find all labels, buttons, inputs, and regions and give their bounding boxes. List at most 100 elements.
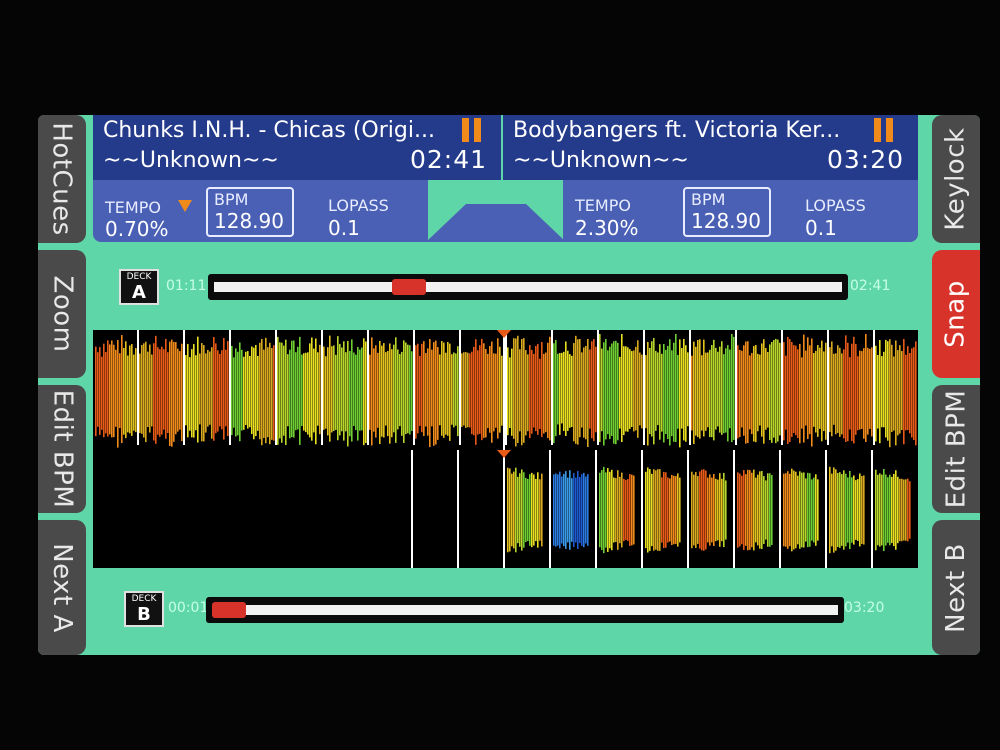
waveform-a-bar: [173, 341, 175, 442]
next-a-button[interactable]: Next A: [38, 520, 86, 655]
deck-b-position-thumb[interactable]: [212, 602, 246, 618]
waveform-b-bar: [901, 478, 903, 542]
waveform-b-bar: [531, 472, 533, 548]
waveform-a-bar: [365, 341, 367, 444]
waveform-b-bar: [601, 470, 603, 550]
waveform-a-bar: [143, 343, 145, 438]
playhead-top-marker: [497, 330, 511, 338]
waveform-a-bar: [203, 345, 205, 442]
deck-a-position-bar[interactable]: [208, 274, 848, 300]
waveform-a-bar: [587, 338, 589, 447]
waveform-a-bar: [225, 349, 227, 427]
waveform-a-bar: [865, 334, 867, 442]
deck-a-tempo-value: 0.70%: [105, 217, 169, 241]
waveform-b-bar: [879, 473, 881, 547]
waveform-a-bar: [513, 338, 515, 439]
keylock-label: Keylock: [941, 127, 971, 231]
waveform-a-bar: [545, 352, 547, 433]
waveform-a-bar: [439, 354, 441, 426]
waveform-a-bar: [431, 349, 433, 427]
waveform-a-bar: [149, 344, 151, 433]
waveform-a-bar: [855, 343, 857, 435]
deck-a-bpm-box[interactable]: BPM 128.90: [206, 187, 294, 237]
waveform-a-bar: [343, 341, 345, 441]
waveform-b-bar: [861, 476, 863, 544]
waveform-a-bar: [537, 344, 539, 435]
waveform-b-bar: [577, 470, 579, 550]
waveform-a-bar: [395, 337, 397, 443]
waveform-a-bar: [715, 347, 717, 430]
waveform-a-bar: [107, 340, 109, 437]
waveform-b-bar: [571, 478, 573, 542]
waveform-b-bar: [609, 471, 611, 549]
waveform-a-bar: [215, 343, 217, 434]
waveform-b-bar: [897, 476, 899, 544]
waveform-a-bar: [235, 348, 237, 437]
waveform-a-bar: [757, 353, 759, 432]
beat-marker-b: [411, 450, 413, 568]
waveform-a-bar: [419, 355, 421, 426]
waveform-a-bar: [549, 336, 551, 441]
deck-b-badge-letter: B: [137, 604, 151, 625]
waveform-a-bar: [861, 351, 863, 429]
waveform-a-bar: [417, 343, 419, 434]
waveform-b-bar: [693, 474, 695, 546]
beat-marker-a: [459, 330, 461, 445]
next-b-button[interactable]: Next B: [932, 520, 980, 655]
deck-a-params-panel: TEMPO 0.70% BPM 128.90 LOPASS 0.1: [93, 180, 428, 242]
waveform-a-bar: [109, 344, 111, 435]
waveform-a-bar: [493, 353, 495, 432]
beat-marker-b: [825, 450, 827, 568]
hotcues-button[interactable]: HotCues: [38, 115, 86, 243]
waveform-b-bar: [527, 478, 529, 542]
edit-bpm-right-button[interactable]: Edit BPM: [932, 385, 980, 513]
deck-a-position-thumb[interactable]: [392, 279, 427, 295]
waveform-a-bar: [199, 353, 201, 425]
snap-button[interactable]: Snap: [932, 250, 980, 378]
waveform-a-bar: [573, 343, 575, 442]
beat-marker-a: [827, 330, 829, 445]
waveform-b-bar: [889, 474, 891, 546]
waveform-b-bar: [675, 476, 677, 544]
waveform-a-bar: [731, 334, 733, 443]
edit-bpm-left-button[interactable]: Edit BPM: [38, 385, 86, 513]
waveform-a-bar: [645, 355, 647, 429]
waveform-a-bar: [769, 344, 771, 441]
waveform-a-bar: [623, 346, 625, 436]
waveform-a-bar: [209, 351, 211, 425]
deck-b-position-bar[interactable]: [206, 597, 844, 623]
waveform-a-bar: [103, 343, 105, 438]
waveform-a-bar: [265, 337, 267, 444]
waveform-display[interactable]: [93, 330, 918, 568]
waveform-b-bar: [695, 472, 697, 548]
waveform-b-bar: [513, 471, 515, 549]
waveform-a-bar: [263, 349, 265, 438]
waveform-b-bar: [707, 477, 709, 543]
deck-a-remaining-time: 02:41: [409, 145, 487, 174]
waveform-b-bar: [881, 474, 883, 546]
waveform-a-bar: [907, 346, 909, 431]
deck-b-bpm-box[interactable]: BPM 128.90: [683, 187, 771, 237]
waveform-a-bar: [895, 340, 897, 446]
waveform-b-bar: [697, 476, 699, 544]
beat-marker-b: [457, 450, 459, 568]
waveform-a-bar: [277, 336, 279, 445]
waveform-a-bar: [915, 341, 917, 446]
deck-b-lopass-value: 0.1: [805, 216, 837, 240]
waveform-a-bar: [693, 341, 695, 444]
keylock-button[interactable]: Keylock: [932, 115, 980, 243]
zoom-button[interactable]: Zoom: [38, 250, 86, 378]
waveform-b-bar: [803, 472, 805, 548]
waveform-a-bar: [709, 349, 711, 438]
waveform-a-bar: [319, 344, 321, 435]
waveform-a-bar: [349, 351, 351, 437]
waveform-b-bar: [721, 478, 723, 542]
waveform-a-bar: [519, 349, 521, 432]
waveform-a-bar: [637, 340, 639, 438]
waveform-a-bar: [741, 350, 743, 428]
waveform-b-bar: [621, 472, 623, 548]
deck-a-info-panel: Chunks I.N.H. - Chicas (Origi... ~~Unkno…: [93, 115, 501, 180]
waveform-b-bar: [839, 472, 841, 548]
waveform-b-bar: [599, 472, 601, 548]
waveform-a-bar: [501, 355, 503, 426]
